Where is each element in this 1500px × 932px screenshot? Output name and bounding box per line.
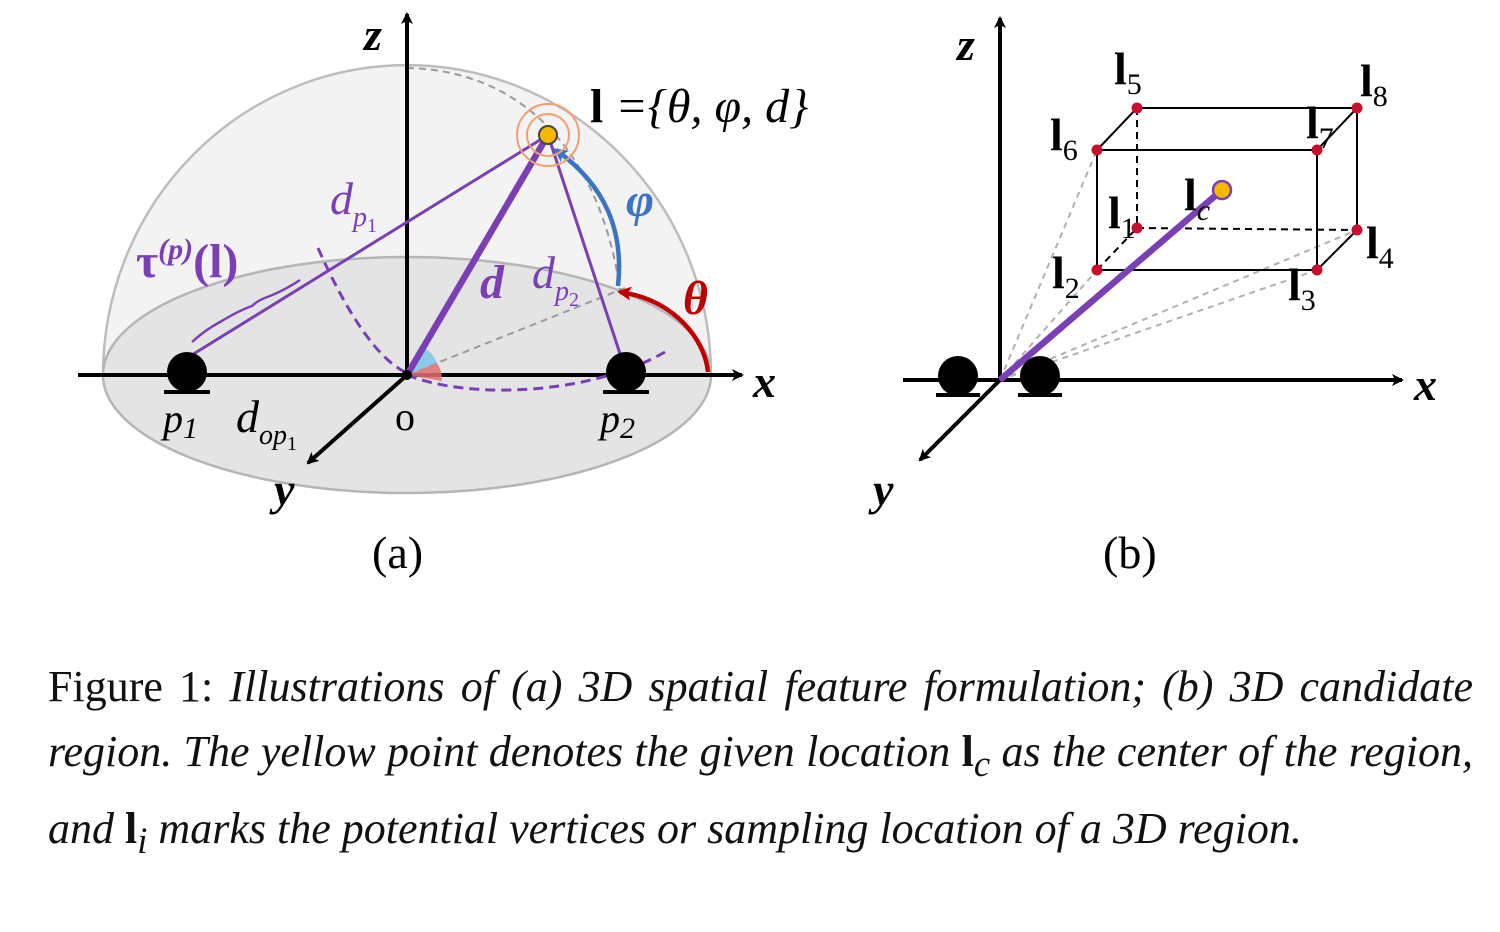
line-d bbox=[404, 133, 551, 377]
caption-part1: Illustrations of (a) 3D spatial feature … bbox=[48, 662, 1474, 776]
vertex-label-7: l7 bbox=[1306, 97, 1334, 155]
label-p2: p2 bbox=[597, 396, 635, 445]
projection-dashed bbox=[406, 287, 626, 376]
line-to-center bbox=[997, 187, 1225, 383]
mic-p1 bbox=[164, 352, 210, 394]
region-box bbox=[1096, 107, 1358, 271]
panel-b-label: (b) bbox=[1103, 527, 1157, 578]
mic-b2 bbox=[1018, 356, 1062, 397]
center-label: lc bbox=[1184, 169, 1210, 227]
source-point bbox=[538, 125, 558, 145]
mic-b1 bbox=[936, 356, 980, 397]
label-z-b: z bbox=[955, 19, 975, 70]
caption-part2: as the center of the region, and bbox=[48, 727, 1473, 853]
y-axis-b bbox=[918, 378, 1002, 462]
y-axis-a bbox=[306, 373, 409, 465]
caption-li-symbol: l bbox=[125, 803, 138, 853]
tau-brace bbox=[191, 278, 301, 343]
caption-li-sub: i bbox=[137, 819, 148, 861]
vertex-label-2: l2 bbox=[1052, 247, 1080, 305]
label-tau: τ(p)(l) bbox=[136, 233, 238, 288]
label-dp1: dp1 bbox=[330, 173, 377, 237]
panel-b: l1 l2 l3 l4 l5 l6 l7 l8 lc z x y (b) bbox=[868, 16, 1437, 578]
label-dop1: dop1 bbox=[236, 391, 297, 455]
panel-a: z x y o l ={θ, φ, d} φ θ d dp1 dp2 τ(p)(… bbox=[78, 9, 808, 578]
vertex-label-8: l8 bbox=[1360, 55, 1388, 113]
label-y-a: y bbox=[269, 464, 295, 515]
theta-arrow bbox=[617, 286, 711, 373]
label-y-b: y bbox=[868, 464, 894, 515]
theta-wedge bbox=[407, 363, 443, 381]
label-theta: θ bbox=[683, 272, 708, 325]
source-ring-outer bbox=[516, 103, 580, 167]
line-dp2 bbox=[546, 134, 628, 373]
origin-dot bbox=[402, 370, 412, 380]
phi-arrow bbox=[553, 148, 622, 287]
center-point bbox=[1211, 179, 1233, 201]
caption-prefix: Figure 1: bbox=[48, 662, 230, 711]
vertex-label-5: l5 bbox=[1114, 43, 1142, 101]
label-z-a: z bbox=[362, 9, 382, 60]
label-dp2: dp2 bbox=[532, 247, 579, 311]
label-d: d bbox=[480, 256, 505, 309]
figure-canvas: z x y o l ={θ, φ, d} φ θ d dp1 dp2 τ(p)(… bbox=[78, 9, 1437, 578]
label-x-a: x bbox=[752, 356, 776, 407]
vertex-label-1: l1 bbox=[1108, 187, 1136, 245]
vertex-label-3: l3 bbox=[1288, 259, 1316, 317]
label-origin: o bbox=[395, 394, 415, 439]
label-p1: p1 bbox=[160, 396, 198, 445]
figure-caption: Figure 1: Illustrations of (a) 3D spatia… bbox=[48, 654, 1473, 873]
vertex-label-4: l4 bbox=[1366, 217, 1394, 275]
line-dp1 bbox=[186, 133, 549, 360]
label-l-set: l ={θ, φ, d} bbox=[590, 80, 808, 133]
vertex-dots bbox=[1091, 102, 1363, 276]
caption-part3: marks the potential vertices or sampling… bbox=[147, 803, 1302, 853]
caption-lc-sub: c bbox=[973, 742, 991, 784]
mic-p2 bbox=[603, 352, 649, 394]
source-ring-mid bbox=[526, 113, 570, 157]
vertex-label-6: l6 bbox=[1050, 109, 1078, 167]
label-x-b: x bbox=[1413, 359, 1437, 410]
panel-a-label: (a) bbox=[372, 527, 423, 578]
caption-lc-symbol: l bbox=[961, 727, 974, 776]
label-phi: φ bbox=[626, 174, 654, 227]
